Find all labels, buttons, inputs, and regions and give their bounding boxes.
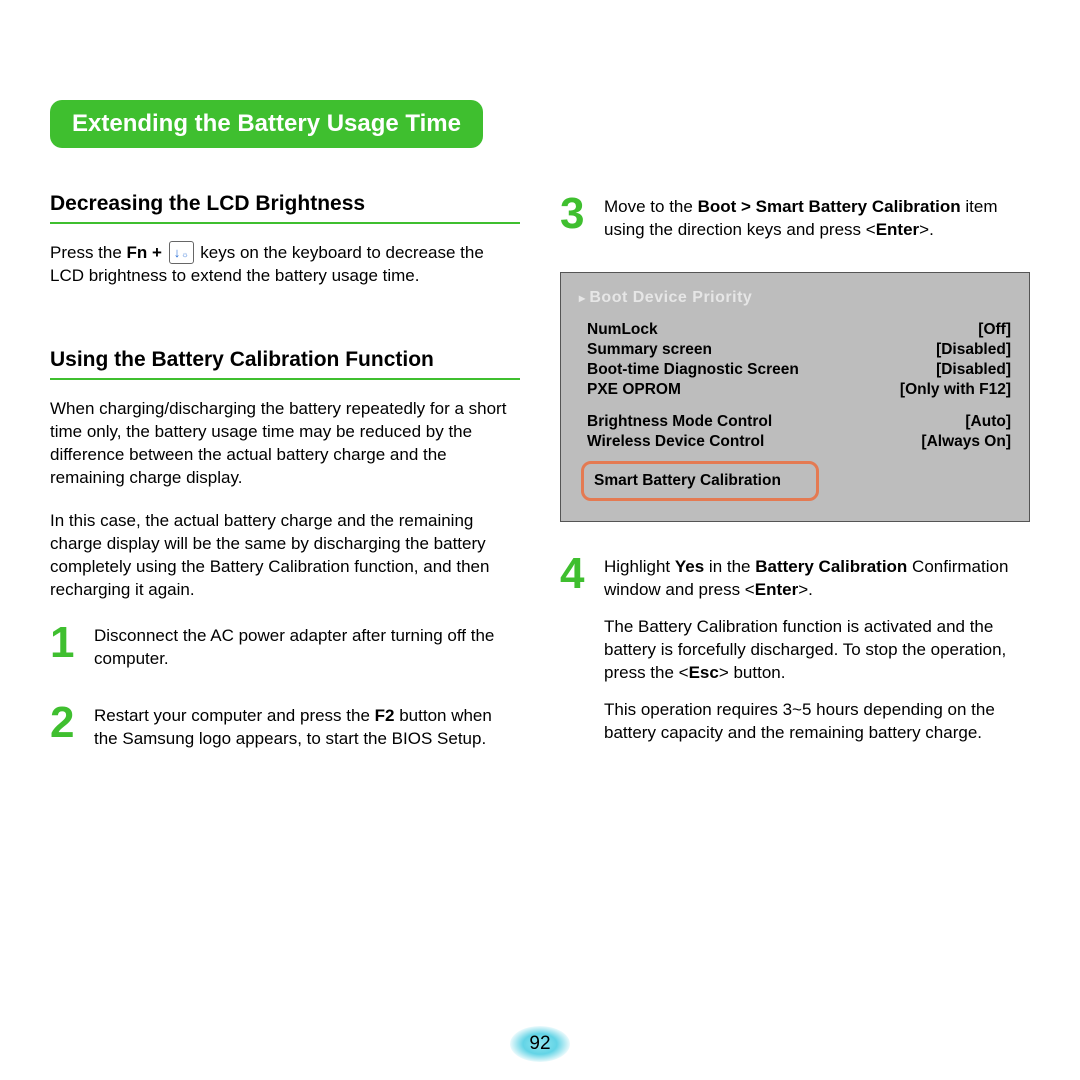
page: Extending the Battery Usage Time Decreas… bbox=[0, 0, 1080, 1080]
two-column-layout: Decreasing the LCD Brightness Press the … bbox=[50, 192, 1030, 781]
enter-key-label: Enter bbox=[876, 220, 919, 239]
left-column: Decreasing the LCD Brightness Press the … bbox=[50, 192, 520, 781]
step-2: 2 Restart your computer and press the F2… bbox=[50, 701, 520, 751]
step-3: 3 Move to the Boot > Smart Battery Calib… bbox=[560, 192, 1030, 242]
text-fragment: in the bbox=[704, 557, 755, 576]
boot-path-label: Boot > Smart Battery Calibration bbox=[698, 197, 961, 216]
bios-label: Brightness Mode Control bbox=[587, 413, 772, 431]
bios-screenshot: Boot Device Priority NumLock [Off] Summar… bbox=[560, 272, 1030, 522]
bios-label: PXE OPROM bbox=[587, 381, 681, 399]
bios-group-2: Brightness Mode Control [Auto] Wireless D… bbox=[579, 413, 1011, 451]
main-title: Extending the Battery Usage Time bbox=[50, 100, 483, 148]
text-fragment: Move to the bbox=[604, 197, 698, 216]
bios-header: Boot Device Priority bbox=[579, 289, 1011, 307]
bios-label: Boot-time Diagnostic Screen bbox=[587, 361, 799, 379]
bios-row: PXE OPROM [Only with F12] bbox=[579, 381, 1011, 399]
brightness-down-key-icon: ↓☼ bbox=[169, 241, 194, 264]
section-title-calibration: Using the Battery Calibration Function bbox=[50, 348, 520, 380]
bios-highlighted-item: Smart Battery Calibration bbox=[581, 461, 819, 501]
fn-key-label: Fn + bbox=[127, 243, 167, 262]
calibration-window-label: Battery Calibration bbox=[755, 557, 907, 576]
step-4-text: Highlight Yes in the Battery Calibration… bbox=[604, 552, 1030, 745]
calibration-intro-p2: In this case, the actual battery charge … bbox=[50, 510, 520, 602]
text-fragment: >. bbox=[919, 220, 934, 239]
step-number: 1 bbox=[50, 621, 78, 665]
bios-row: Summary screen [Disabled] bbox=[579, 341, 1011, 359]
bios-value: [Off] bbox=[978, 321, 1011, 339]
text-fragment: The Battery Calibration function is acti… bbox=[604, 617, 1006, 682]
step-2-text: Restart your computer and press the F2 b… bbox=[94, 701, 520, 751]
step-1-text: Disconnect the AC power adapter after tu… bbox=[94, 621, 520, 671]
step-1: 1 Disconnect the AC power adapter after … bbox=[50, 621, 520, 671]
bios-label: Wireless Device Control bbox=[587, 433, 764, 451]
text-fragment: Press the bbox=[50, 243, 127, 262]
step-number: 3 bbox=[560, 192, 588, 236]
bios-value: [Only with F12] bbox=[900, 381, 1011, 399]
calibration-intro-p1: When charging/discharging the battery re… bbox=[50, 398, 520, 490]
bios-group-1: NumLock [Off] Summary screen [Disabled] Bo… bbox=[579, 321, 1011, 399]
text-fragment: > button. bbox=[719, 663, 786, 682]
bios-label: NumLock bbox=[587, 321, 658, 339]
step-4: 4 Highlight Yes in the Battery Calibrati… bbox=[560, 552, 1030, 745]
step-number: 2 bbox=[50, 701, 78, 745]
bios-row: Boot-time Diagnostic Screen [Disabled] bbox=[579, 361, 1011, 379]
f2-key-label: F2 bbox=[375, 706, 395, 725]
bios-label: Summary screen bbox=[587, 341, 712, 359]
step4-duration-note: This operation requires 3~5 hours depend… bbox=[604, 699, 1030, 745]
step-3-text: Move to the Boot > Smart Battery Calibra… bbox=[604, 192, 1030, 242]
bios-value: [Disabled] bbox=[936, 361, 1011, 379]
esc-key-label: Esc bbox=[689, 663, 719, 682]
section-title-brightness: Decreasing the LCD Brightness bbox=[50, 192, 520, 224]
enter-key-label: Enter bbox=[755, 580, 798, 599]
step-number: 4 bbox=[560, 552, 588, 596]
bios-row: Brightness Mode Control [Auto] bbox=[579, 413, 1011, 431]
text-fragment: Highlight bbox=[604, 557, 675, 576]
text-fragment: Restart your computer and press the bbox=[94, 706, 375, 725]
bios-highlight-label: Smart Battery Calibration bbox=[594, 472, 781, 489]
brightness-instruction: Press the Fn + ↓☼ keys on the keyboard t… bbox=[50, 242, 520, 288]
bios-value: [Auto] bbox=[965, 413, 1011, 431]
right-column: 3 Move to the Boot > Smart Battery Calib… bbox=[560, 192, 1030, 781]
bios-row: NumLock [Off] bbox=[579, 321, 1011, 339]
bios-value: [Always On] bbox=[921, 433, 1011, 451]
bios-value: [Disabled] bbox=[936, 341, 1011, 359]
bios-row: Wireless Device Control [Always On] bbox=[579, 433, 1011, 451]
yes-label: Yes bbox=[675, 557, 704, 576]
text-fragment: >. bbox=[798, 580, 813, 599]
page-number: 92 bbox=[510, 1026, 570, 1062]
